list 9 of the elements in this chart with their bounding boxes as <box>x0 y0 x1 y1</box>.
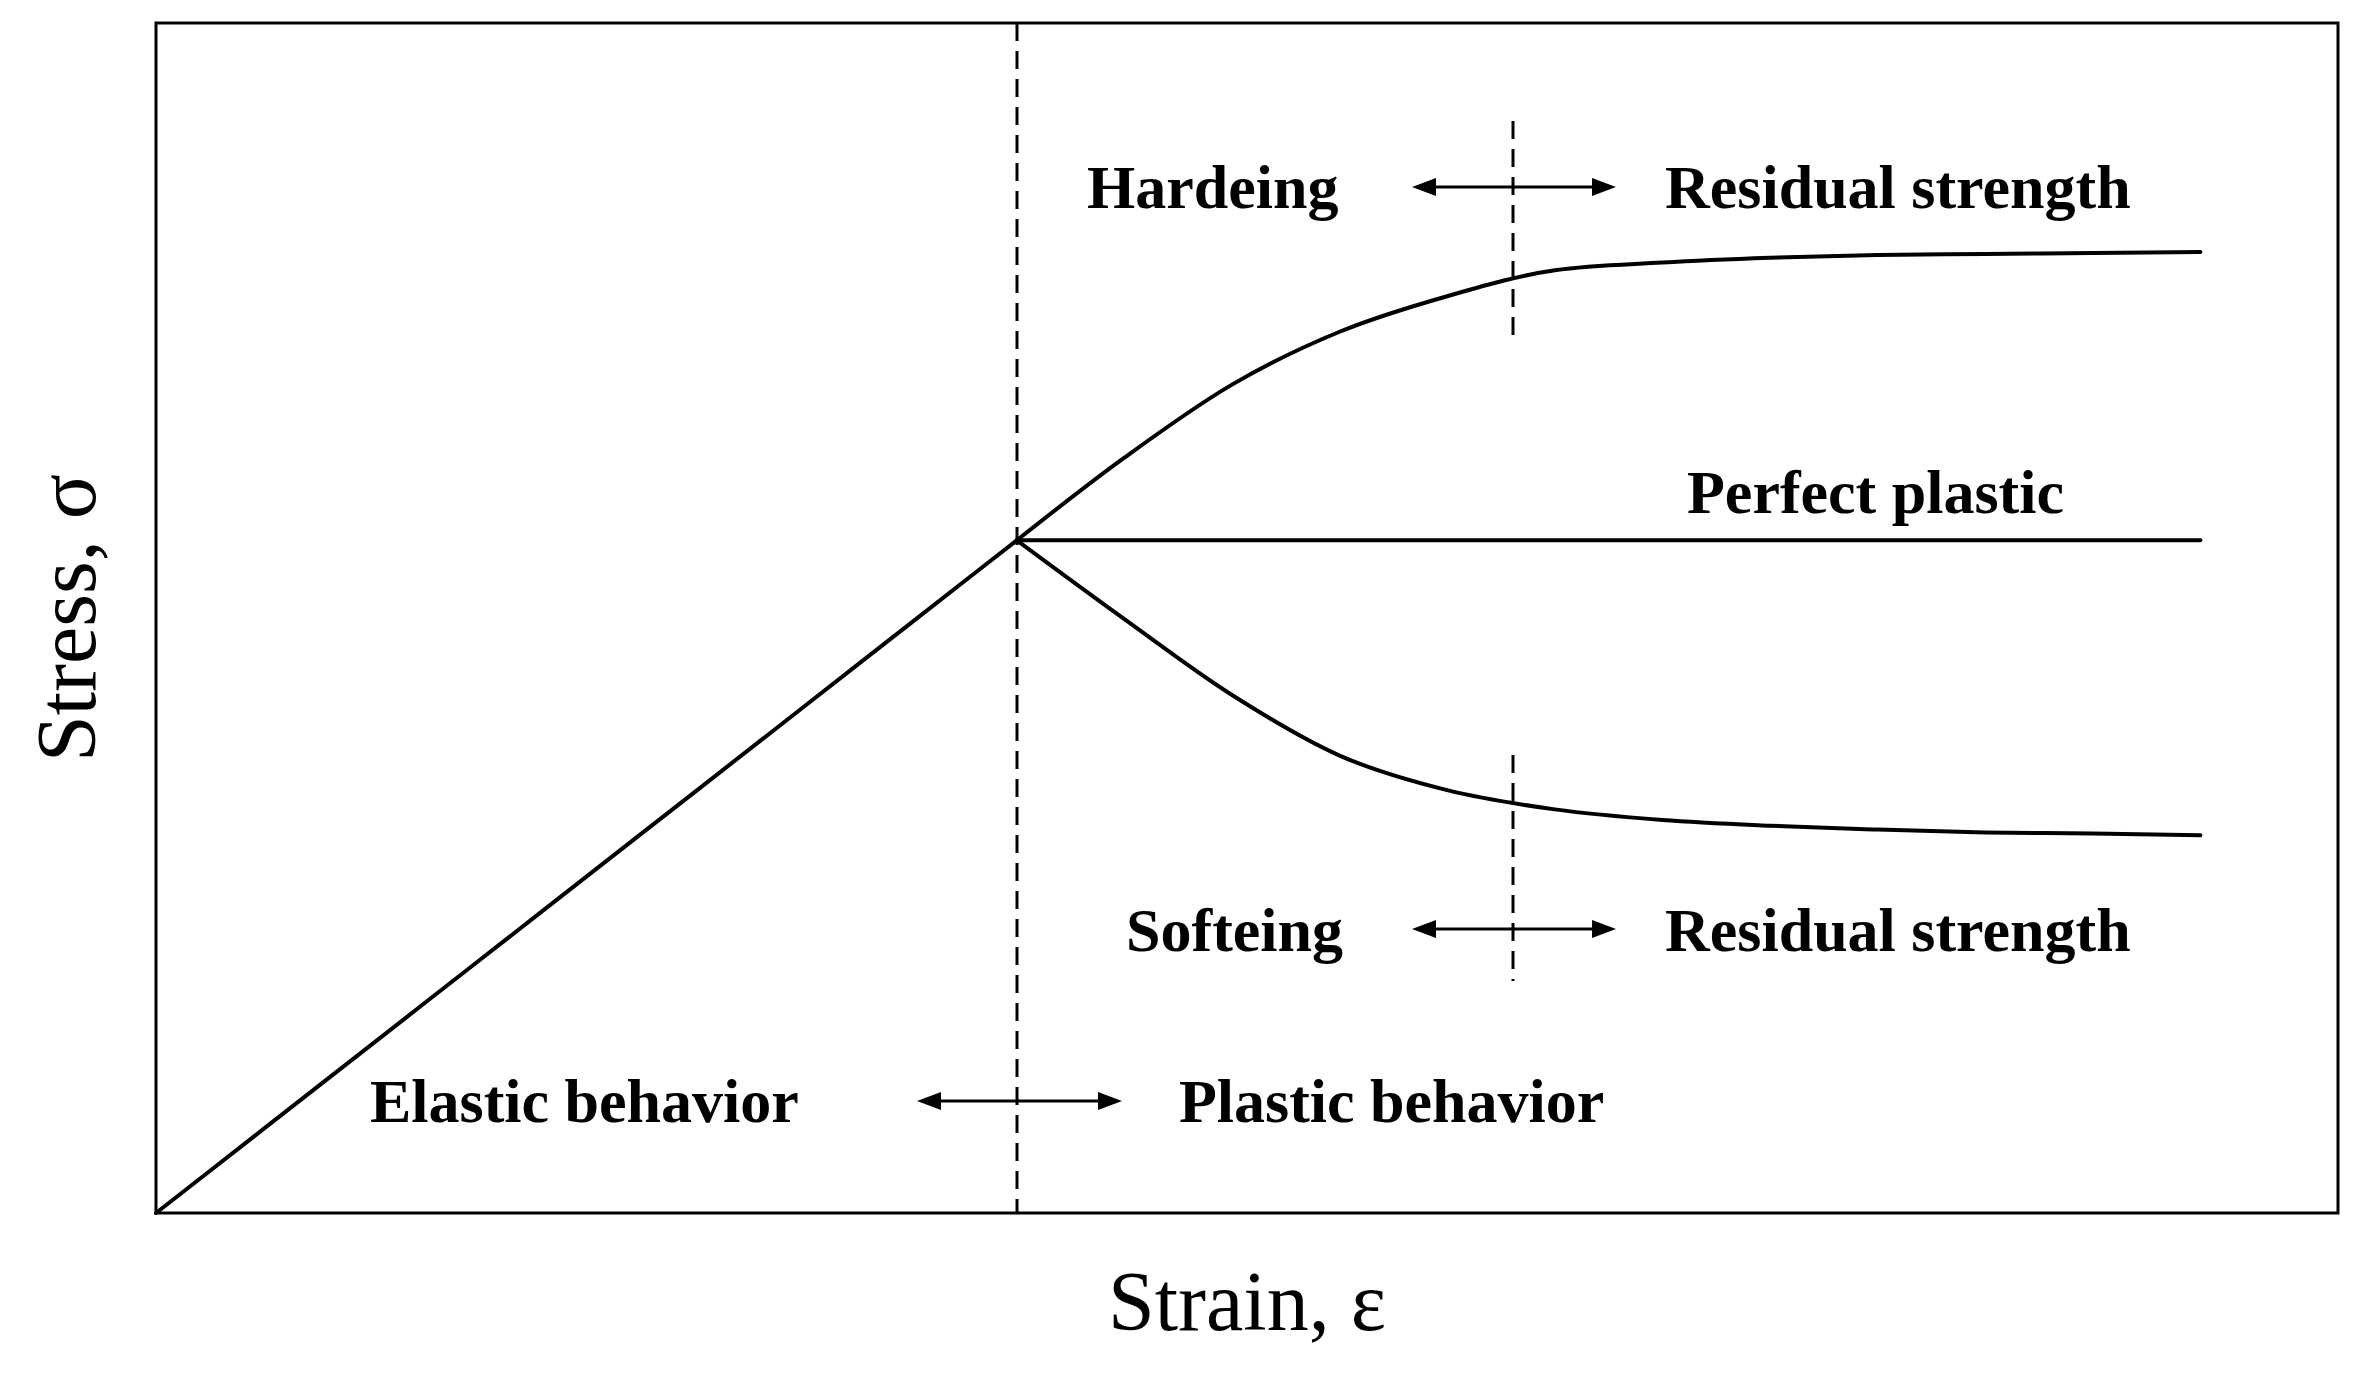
annotation: Residual strength <box>1665 896 2131 964</box>
annotation: Plastic behavior <box>1179 1067 1605 1135</box>
text: Hardeing <box>1087 153 1339 221</box>
y-axis-title: Stress, σ <box>20 474 113 762</box>
text: Residual strength <box>1665 153 2131 221</box>
x-axis-title: Strain, ε <box>1108 1255 1386 1348</box>
annotation: Softeing <box>1126 896 1343 964</box>
annotation: Perfect plastic <box>1687 458 2064 526</box>
annotation: Elastic behavior <box>370 1067 799 1135</box>
